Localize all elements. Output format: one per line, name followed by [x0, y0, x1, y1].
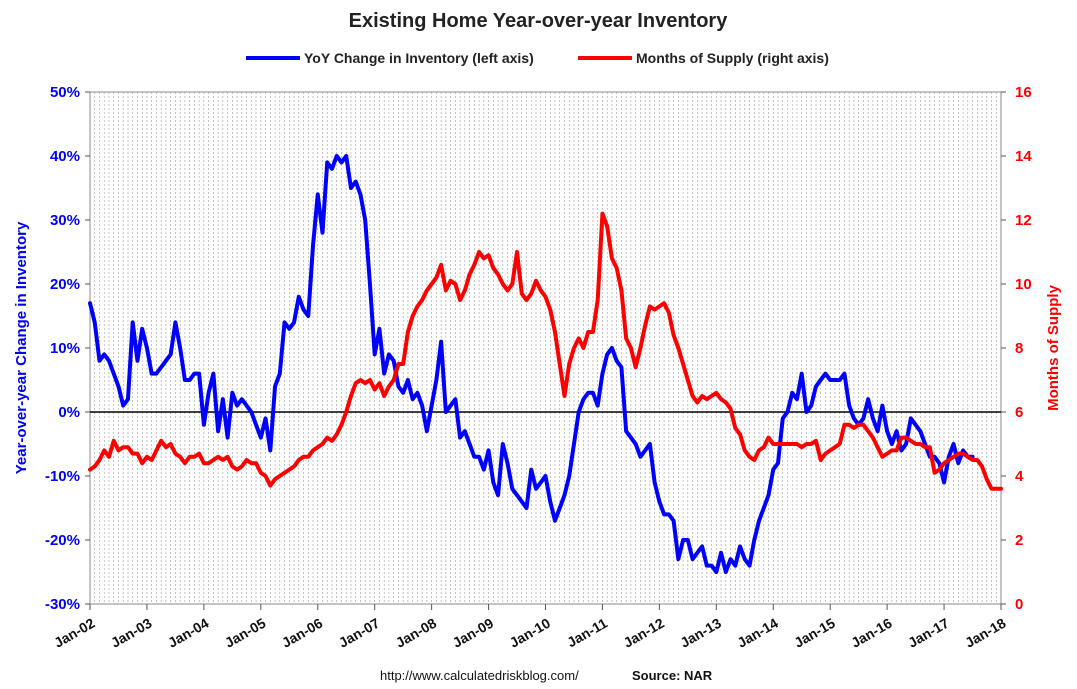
x-tick-label: Jan-06 [279, 615, 326, 651]
x-tick-label: Jan-15 [791, 615, 838, 651]
right-tick-label: 16 [1015, 84, 1032, 101]
x-tick-label: Jan-17 [905, 615, 952, 651]
right-tick-label: 8 [1015, 340, 1023, 357]
right-tick-label: 14 [1015, 148, 1032, 165]
left-tick-label: -10% [45, 468, 80, 485]
footer-url: http://www.calculatedriskblog.com/ [380, 668, 579, 683]
legend-label-yoy: YoY Change in Inventory (left axis) [304, 50, 534, 66]
right-tick-label: 0 [1015, 596, 1023, 613]
x-tick-label: Jan-02 [51, 615, 98, 651]
left-tick-label: 40% [50, 148, 80, 165]
chart-title: Existing Home Year-over-year Inventory [349, 10, 729, 32]
x-axis-ticks: Jan-02 Jan-03 Jan-04 Jan-05 Jan-06 Jan-07 Jan-… [51, 604, 1009, 651]
right-tick-label: 4 [1015, 468, 1024, 485]
left-tick-label: 50% [50, 84, 80, 101]
left-tick-label: -20% [45, 532, 80, 549]
x-tick-label: Jan-16 [848, 615, 895, 651]
x-tick-label: Jan-07 [336, 615, 383, 651]
x-tick-label: Jan-04 [165, 615, 212, 651]
right-tick-label: 2 [1015, 532, 1023, 549]
x-tick-label: Jan-03 [108, 615, 155, 651]
left-tick-label: 0% [58, 404, 80, 421]
series-line-months-of-supply [88, 211, 1003, 491]
left-tick-label: 30% [50, 212, 80, 229]
gridlines [90, 92, 1001, 604]
x-tick-label: Jan-13 [677, 615, 724, 651]
series-line-yoy-change [88, 154, 975, 574]
series-layer [88, 154, 1003, 574]
x-tick-label: Jan-18 [962, 615, 1009, 651]
x-tick-label: Jan-10 [507, 615, 554, 651]
right-axis-label: Months of Supply [1045, 284, 1062, 410]
x-tick-label: Jan-08 [393, 615, 440, 651]
x-tick-label: Jan-09 [450, 615, 497, 651]
left-tick-label: 10% [50, 340, 80, 357]
x-tick-label: Jan-14 [734, 615, 781, 651]
left-tick-label: 20% [50, 276, 80, 293]
right-axis-ticks: 16 14 12 10 8 6 4 2 0 [1001, 84, 1032, 613]
left-axis-label: Year-over-year Change in Inventory [13, 221, 30, 474]
right-tick-label: 12 [1015, 212, 1032, 229]
right-tick-label: 6 [1015, 404, 1023, 421]
left-tick-label: -30% [45, 596, 80, 613]
right-tick-label: 10 [1015, 276, 1032, 293]
legend-label-supply: Months of Supply (right axis) [636, 50, 829, 66]
x-tick-label: Jan-12 [620, 615, 667, 651]
x-tick-label: Jan-05 [222, 615, 269, 651]
x-tick-label: Jan-11 [564, 615, 610, 651]
left-axis-ticks: 50% 40% 30% 20% 10% 0% -10% -20% -30% [45, 84, 90, 613]
legend: YoY Change in Inventory (left axis) Mont… [246, 50, 829, 66]
footer-source: Source: NAR [632, 668, 713, 683]
